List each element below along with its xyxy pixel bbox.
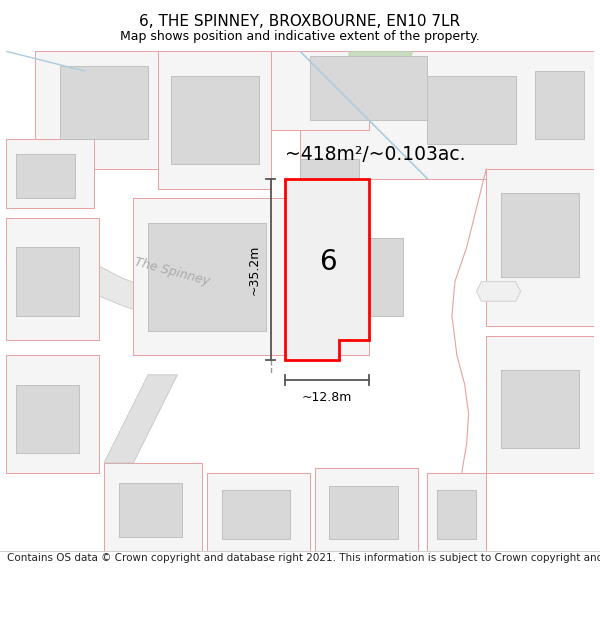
Bar — [329, 486, 398, 539]
Polygon shape — [6, 355, 99, 473]
Polygon shape — [315, 468, 418, 551]
Polygon shape — [104, 375, 178, 463]
Bar — [437, 491, 476, 539]
Text: ~35.2m: ~35.2m — [248, 244, 261, 294]
Text: Contains OS data © Crown copyright and database right 2021. This information is : Contains OS data © Crown copyright and d… — [7, 554, 600, 564]
Polygon shape — [35, 51, 163, 169]
Polygon shape — [6, 139, 94, 208]
Text: Map shows position and indicative extent of the property.: Map shows position and indicative extent… — [120, 30, 480, 43]
Bar — [221, 491, 290, 539]
Bar — [16, 384, 79, 453]
Text: The Spinney: The Spinney — [133, 256, 211, 288]
Polygon shape — [6, 218, 310, 341]
Bar — [119, 482, 182, 536]
Bar — [16, 154, 74, 198]
Polygon shape — [427, 473, 486, 551]
Polygon shape — [271, 51, 368, 129]
Polygon shape — [133, 198, 368, 355]
Bar — [148, 223, 266, 331]
Polygon shape — [300, 51, 594, 179]
Bar — [501, 370, 580, 448]
Bar — [16, 248, 79, 316]
Bar — [170, 76, 259, 164]
Bar — [535, 71, 584, 139]
Bar — [300, 159, 359, 203]
Bar — [501, 193, 580, 277]
Bar — [60, 66, 148, 139]
Polygon shape — [158, 51, 271, 189]
Polygon shape — [486, 336, 594, 473]
Text: ~418m²/~0.103ac.: ~418m²/~0.103ac. — [285, 145, 466, 164]
Bar — [368, 238, 403, 316]
Polygon shape — [207, 473, 310, 551]
Polygon shape — [6, 218, 99, 341]
Bar — [427, 76, 515, 144]
Polygon shape — [476, 282, 521, 301]
Bar — [310, 56, 427, 120]
Polygon shape — [104, 463, 202, 551]
Polygon shape — [486, 169, 594, 326]
Polygon shape — [349, 51, 413, 91]
Text: 6: 6 — [319, 248, 336, 276]
Text: 6, THE SPINNEY, BROXBOURNE, EN10 7LR: 6, THE SPINNEY, BROXBOURNE, EN10 7LR — [139, 14, 461, 29]
Polygon shape — [285, 179, 368, 360]
Text: ~12.8m: ~12.8m — [302, 391, 352, 404]
